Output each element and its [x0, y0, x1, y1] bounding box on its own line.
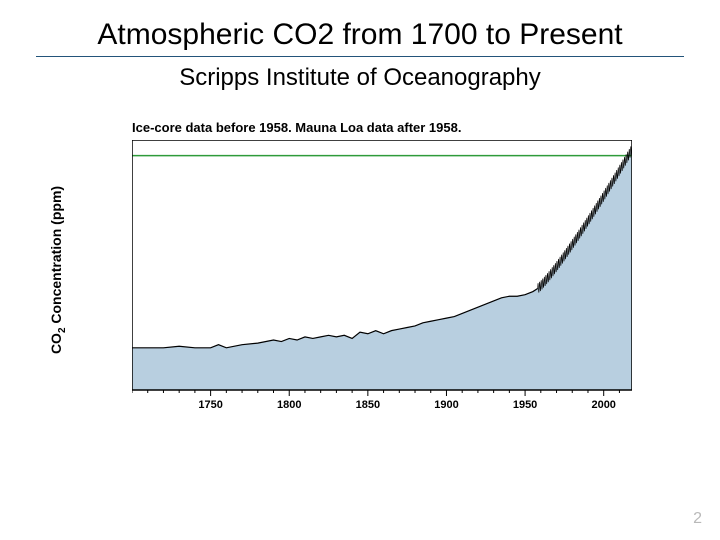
title-underline [36, 56, 684, 57]
svg-text:1800: 1800 [277, 399, 301, 411]
svg-text:1850: 1850 [356, 399, 380, 411]
svg-text:1900: 1900 [434, 399, 458, 411]
plot-area: 250300350400175018001850190019502000 [132, 140, 632, 390]
subtitle: Scripps Institute of Oceanography [0, 64, 720, 92]
y-axis-label: CO2 Concentration (ppm) [48, 186, 68, 354]
slide: Atmospheric CO2 from 1700 to Present Scr… [0, 0, 720, 540]
svg-text:1750: 1750 [198, 399, 222, 411]
co2-chart: Ice-core data before 1958. Mauna Loa dat… [80, 120, 640, 420]
page-number: 2 [693, 510, 702, 528]
chart-caption: Ice-core data before 1958. Mauna Loa dat… [132, 120, 461, 135]
page-title: Atmospheric CO2 from 1700 to Present [0, 18, 720, 52]
svg-text:1950: 1950 [513, 399, 537, 411]
chart-svg: 250300350400175018001850190019502000 [132, 140, 632, 420]
svg-text:2000: 2000 [591, 399, 615, 411]
